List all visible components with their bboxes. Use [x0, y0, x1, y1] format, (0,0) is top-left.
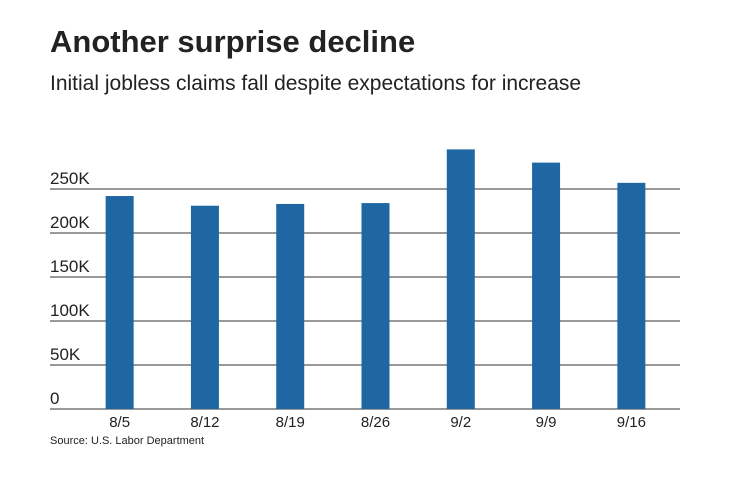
bar [105, 196, 134, 409]
y-tick-label: 150K [50, 257, 90, 276]
bar [190, 205, 219, 409]
x-tick-label: 8/19 [276, 414, 305, 431]
y-tick-label: 50K [50, 345, 81, 364]
y-tick-label: 0 [50, 389, 59, 408]
y-tick-label: 100K [50, 301, 90, 320]
x-tick-label: 8/12 [190, 414, 219, 431]
chart-title: Another surprise decline [50, 24, 415, 59]
y-tick-label: 250K [50, 169, 90, 188]
bar [617, 182, 646, 409]
source-note: Source: U.S. Labor Department [50, 435, 204, 447]
x-tick-label: 9/9 [536, 414, 557, 431]
chart-subtitle: Initial jobless claims fall despite expe… [50, 72, 581, 95]
x-tick-label: 9/16 [617, 414, 646, 431]
y-tick-label: 200K [50, 213, 90, 232]
bar [446, 149, 475, 409]
x-tick-label: 9/2 [450, 414, 471, 431]
x-tick-label: 8/5 [109, 414, 130, 431]
bar [532, 162, 561, 409]
bar [361, 203, 390, 409]
bar [276, 203, 305, 409]
x-tick-label: 8/26 [361, 414, 390, 431]
